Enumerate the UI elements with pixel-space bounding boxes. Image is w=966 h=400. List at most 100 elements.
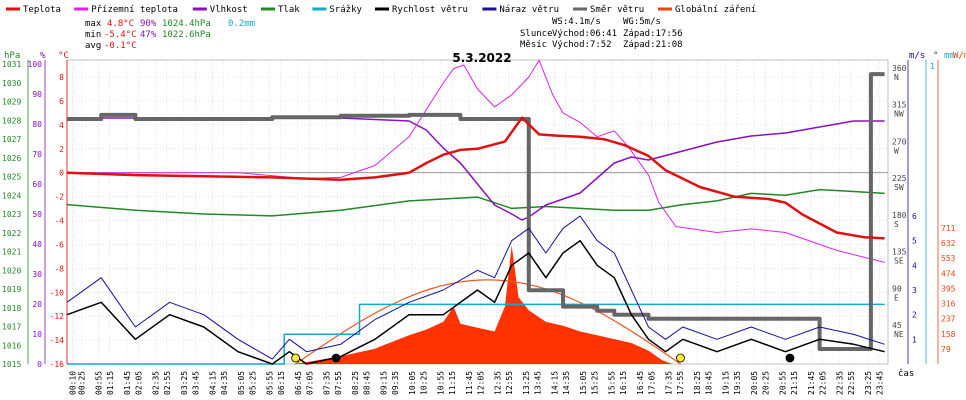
legend-label: Srážky bbox=[329, 5, 362, 15]
x-tick-label: 19:35 bbox=[733, 371, 742, 395]
stats-avg-temp: -0.1°C bbox=[104, 41, 137, 51]
x-tick-label: 05:05 bbox=[237, 371, 246, 395]
hpa-tick-label: 1016 bbox=[2, 341, 21, 350]
ms-tick-label: 1 bbox=[912, 335, 917, 344]
x-tick-label: 14:35 bbox=[562, 371, 571, 395]
temp-tick-label: -10 bbox=[50, 288, 65, 297]
legend-label: Vlhkost bbox=[210, 5, 248, 15]
hpa-tick-label: 1018 bbox=[2, 304, 21, 313]
temp-tick-label: 8 bbox=[59, 73, 64, 82]
wind-speed-info: WS:4.1m/s bbox=[552, 17, 601, 27]
x-tick-label: 23:45 bbox=[875, 371, 884, 395]
x-tick-label: 06:45 bbox=[294, 371, 303, 395]
x-tick-label: 18:45 bbox=[704, 371, 713, 395]
x-tick-label: 03:25 bbox=[180, 371, 189, 395]
legend-label: Rychlost větru bbox=[392, 5, 468, 15]
hpa-tick-label: 1028 bbox=[2, 116, 21, 125]
dir-tick-label: 45 bbox=[892, 321, 902, 330]
x-tick-label: 12:05 bbox=[476, 371, 485, 395]
ms-tick-label: 5 bbox=[912, 237, 917, 246]
axes-layer: 00:10 00:25 00:55 01:15 01:45 02:05 02:35 02:55… bbox=[2, 60, 956, 395]
pct-tick-label: 70 bbox=[32, 150, 42, 159]
pct-tick-label: 20 bbox=[32, 300, 42, 309]
x-tick-label: 16:45 bbox=[636, 371, 645, 395]
ground-temperature-line bbox=[67, 59, 885, 263]
temp-tick-label: 6 bbox=[59, 97, 64, 106]
ms-tick-label: 2 bbox=[912, 311, 917, 320]
mm-tick-label: 1 bbox=[930, 62, 935, 71]
x-tick-label: 01:15 bbox=[106, 371, 115, 395]
x-tick-label: 12:35 bbox=[493, 371, 502, 395]
x-tick-label: 15:05 bbox=[579, 371, 588, 395]
x-tick-label: 02:35 bbox=[151, 371, 160, 395]
x-tick-label: 15:55 bbox=[607, 371, 616, 395]
x-tick-label: 09:15 bbox=[379, 371, 388, 395]
wm-tick-label: 316 bbox=[941, 300, 956, 309]
wm-tick-label: 474 bbox=[941, 269, 956, 278]
x-tick-label: 23:25 bbox=[864, 371, 873, 395]
x-tick-label: 22:05 bbox=[818, 371, 827, 395]
pct-tick-label: 100 bbox=[28, 60, 43, 69]
x-tick-label: 04:35 bbox=[220, 371, 229, 395]
hpa-tick-label: 1021 bbox=[2, 248, 21, 257]
temperature-line bbox=[66, 116, 885, 240]
stats-max-press: 1024.4hPa bbox=[162, 19, 211, 29]
ms-tick-label: 3 bbox=[912, 286, 917, 295]
hpa-tick-label: 1030 bbox=[2, 79, 21, 88]
legend-label: Teplota bbox=[23, 5, 61, 15]
wm-tick-label: 553 bbox=[941, 254, 956, 263]
dir-tick-label: 225 bbox=[892, 174, 907, 183]
pct-tick-label: 50 bbox=[32, 210, 42, 219]
sunrise: Východ:06:41 bbox=[552, 29, 617, 39]
x-tick-label: 00:55 bbox=[94, 371, 103, 395]
moonset-marker bbox=[785, 353, 795, 363]
unit-ms: m/s bbox=[909, 51, 925, 61]
x-tick-label: 20:05 bbox=[750, 371, 759, 395]
hpa-tick-label: 1029 bbox=[2, 98, 21, 107]
temp-tick-label: -8 bbox=[54, 264, 64, 273]
dir-compass-label: N bbox=[894, 73, 899, 82]
pct-tick-label: 30 bbox=[32, 270, 42, 279]
x-tick-label: 11:45 bbox=[465, 371, 474, 395]
legend-label: Přízemní teplota bbox=[91, 5, 178, 15]
dir-compass-label: NE bbox=[894, 330, 904, 339]
wm-tick-label: 79 bbox=[941, 345, 951, 354]
x-tick-label: 21:45 bbox=[807, 371, 816, 395]
stats-max-temp: 4.8°C bbox=[107, 19, 134, 29]
legend-label: Tlak bbox=[278, 5, 300, 15]
x-tick-label: 08:25 bbox=[351, 371, 360, 395]
unit-deg: ° bbox=[933, 51, 938, 61]
x-tick-label: 05:55 bbox=[265, 371, 274, 395]
hpa-tick-label: 1022 bbox=[2, 229, 21, 238]
moonset: Západ:21:08 bbox=[623, 40, 683, 50]
x-tick-label: 20:55 bbox=[779, 371, 788, 395]
x-tick-label: 20:25 bbox=[761, 371, 770, 395]
temp-tick-label: -4 bbox=[54, 217, 64, 226]
unit-mm: mm bbox=[944, 51, 955, 61]
x-tick-label: 02:05 bbox=[134, 371, 143, 395]
x-tick-label: 18:25 bbox=[693, 371, 702, 395]
x-tick-label: 02:55 bbox=[163, 371, 172, 395]
series-layer bbox=[66, 59, 885, 365]
x-tick-label: 13:45 bbox=[533, 371, 542, 395]
temp-tick-label: 0 bbox=[59, 169, 64, 178]
dir-compass-label: E bbox=[894, 293, 899, 302]
x-tick-label: 07:55 bbox=[334, 371, 343, 395]
stats-avg-label: avg bbox=[85, 41, 101, 51]
hpa-tick-label: 1026 bbox=[2, 154, 21, 163]
legend-label: Směr větru bbox=[590, 5, 644, 15]
stats-min-press: 1022.6hPa bbox=[162, 30, 211, 40]
temp-tick-label: -16 bbox=[50, 360, 65, 369]
sunset: Západ:17:56 bbox=[623, 29, 683, 39]
dir-compass-label: W bbox=[894, 146, 899, 155]
x-tick-label: 06:15 bbox=[277, 371, 286, 395]
unit-wm2: W/m² bbox=[953, 51, 966, 61]
legend: Teplota Přízemní teplota Vlhkost Tlak Srážky… bbox=[6, 5, 756, 15]
wm-tick-label: 711 bbox=[941, 224, 956, 233]
dir-tick-label: 180 bbox=[892, 211, 907, 220]
x-tick-label: 13:25 bbox=[522, 371, 531, 395]
hpa-tick-label: 1019 bbox=[2, 285, 21, 294]
pct-tick-label: 80 bbox=[32, 120, 42, 129]
legend-label: Náraz větru bbox=[499, 5, 559, 15]
temp-tick-label: -6 bbox=[54, 240, 64, 249]
